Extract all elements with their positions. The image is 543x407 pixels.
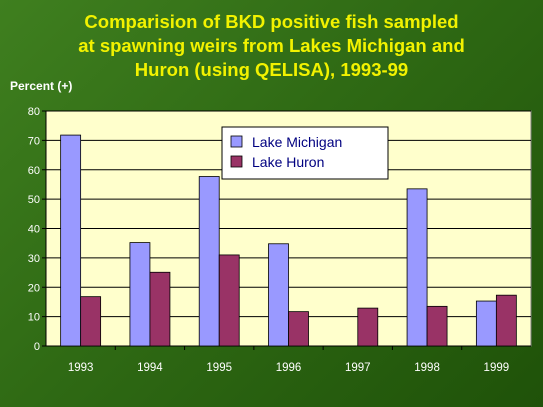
x-tick-label: 1994 [137, 362, 163, 374]
x-tick-label: 1999 [484, 362, 510, 374]
chart-title-line-3: Huron (using QELISA), 1993-99 [134, 59, 409, 80]
x-tick-label: 1993 [68, 362, 94, 374]
y-axis-label: Percent (+) [10, 79, 73, 93]
legend-label-lake-huron: Lake Huron [252, 154, 324, 170]
bar-lake-michigan [406, 188, 428, 347]
chart-title-line-2: at spawning weirs from Lakes Michigan an… [78, 35, 465, 56]
y-tick-label: 20 [28, 282, 40, 294]
bar-lake-michigan [198, 176, 220, 347]
bar-lake-michigan [268, 243, 289, 347]
y-tick-label: 80 [28, 106, 40, 118]
x-tick-label: 1996 [276, 362, 302, 374]
chart-title-line-1: Comparision of BKD positive fish sampled [84, 11, 459, 32]
x-tick-label: 1995 [206, 362, 232, 374]
chart-title: Comparision of BKD positive fish sampled… [20, 10, 523, 82]
legend [221, 126, 389, 180]
y-tick-label: 50 [28, 194, 40, 206]
y-tick-label: 70 [28, 135, 40, 147]
bar-lake-huron [357, 307, 379, 347]
legend-label-lake-michigan: Lake Michigan [252, 134, 342, 150]
bar-lake-huron [218, 254, 240, 347]
bar-lake-michigan [129, 242, 151, 347]
bar-lake-huron [80, 296, 102, 347]
y-tick-label: 60 [28, 165, 40, 177]
bar-lake-huron [495, 294, 517, 347]
bar-lake-michigan [60, 134, 82, 347]
legend-swatch-lake-huron [230, 155, 243, 168]
x-tick-label: 1998 [414, 362, 440, 374]
y-tick-label: 10 [28, 312, 40, 324]
y-tick-label: 40 [28, 224, 40, 236]
bar-lake-huron [426, 305, 448, 347]
y-tick-label: 30 [28, 253, 40, 265]
bar-lake-huron [149, 271, 171, 347]
legend-swatch-lake-michigan [230, 135, 243, 148]
bar-lake-michigan [475, 300, 497, 347]
x-tick-label: 1997 [345, 362, 371, 374]
y-tick-label: 0 [34, 341, 40, 353]
bar-lake-huron [288, 311, 309, 347]
